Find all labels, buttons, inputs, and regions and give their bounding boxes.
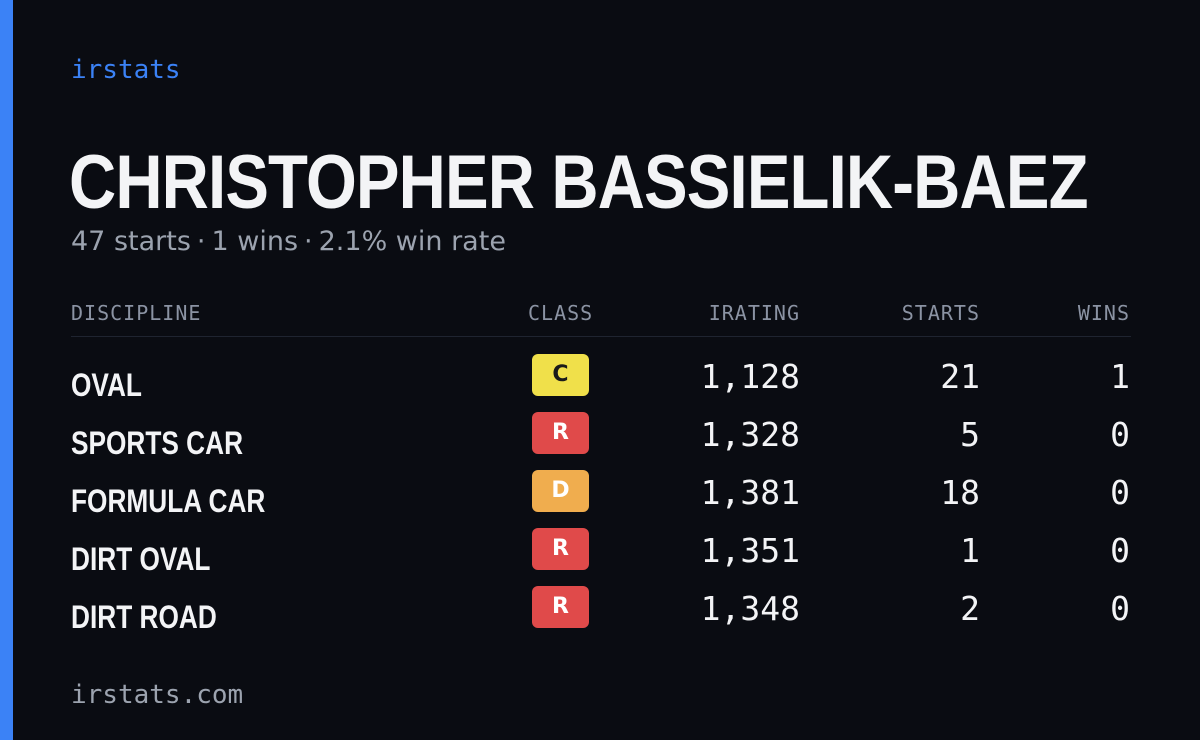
summary-wins: 1 wins — [211, 226, 299, 257]
row-wins: 1 — [1110, 357, 1130, 396]
row-irating: 1,351 — [700, 531, 800, 570]
header-class: CLASS — [528, 301, 594, 325]
class-badge: R — [532, 586, 589, 628]
table-row: DIRT ROAD R 1,348 2 0 — [71, 585, 1131, 643]
row-irating: 1,381 — [700, 473, 800, 512]
class-badge: D — [532, 470, 589, 512]
header-starts: STARTS — [901, 301, 980, 325]
class-badge: C — [532, 354, 589, 396]
row-irating: 1,348 — [700, 589, 800, 628]
row-irating: 1,328 — [700, 415, 800, 454]
row-wins: 0 — [1110, 531, 1130, 570]
row-discipline: DIRT OVAL — [71, 541, 211, 577]
row-starts: 2 — [960, 589, 980, 628]
footer-url: irstats.com — [71, 680, 244, 710]
header-wins: WINS — [1077, 301, 1130, 325]
table-row: DIRT OVAL R 1,351 1 0 — [71, 527, 1131, 585]
table-row: OVAL C 1,128 21 1 — [71, 353, 1131, 411]
table-row: SPORTS CAR R 1,328 5 0 — [71, 411, 1131, 469]
header-irating: IRATING — [708, 301, 800, 325]
row-discipline: SPORTS CAR — [71, 425, 244, 461]
table-body: OVAL C 1,128 21 1 SPORTS CAR R 1,328 5 0… — [71, 337, 1131, 643]
summary-win-rate: 2.1% win rate — [318, 226, 506, 257]
class-badge: R — [532, 528, 589, 570]
row-starts: 5 — [960, 415, 980, 454]
row-discipline: FORMULA CAR — [71, 483, 266, 519]
driver-name: CHRISTOPHER BASSIELIK-BAEZ — [69, 140, 1089, 225]
row-discipline: OVAL — [71, 367, 142, 403]
row-starts: 1 — [960, 531, 980, 570]
summary-separator: · — [196, 226, 206, 257]
row-starts: 21 — [940, 357, 980, 396]
discipline-table: DISCIPLINE CLASS IRATING STARTS WINS OVA… — [71, 296, 1131, 643]
row-irating: 1,128 — [700, 357, 800, 396]
summary-starts: 47 starts — [71, 226, 191, 257]
brand-logo-text: irstats — [71, 55, 181, 85]
table-header: DISCIPLINE CLASS IRATING STARTS WINS — [71, 296, 1131, 337]
header-discipline: DISCIPLINE — [71, 301, 202, 325]
class-badge: R — [532, 412, 589, 454]
row-wins: 0 — [1110, 415, 1130, 454]
table-row: FORMULA CAR D 1,381 18 0 — [71, 469, 1131, 527]
summary-separator: · — [304, 226, 313, 257]
driver-summary: 47 starts · 1 wins · 2.1% win rate — [71, 226, 506, 257]
accent-bar — [0, 0, 13, 740]
row-wins: 0 — [1110, 589, 1130, 628]
row-starts: 18 — [940, 473, 980, 512]
row-wins: 0 — [1110, 473, 1130, 512]
row-discipline: DIRT ROAD — [71, 599, 217, 635]
